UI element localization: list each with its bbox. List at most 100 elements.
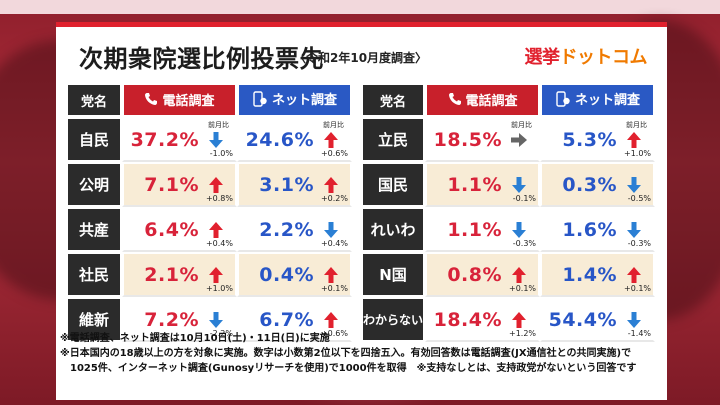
net-percent: 0.3%: [562, 174, 618, 196]
party-name: 公明: [66, 162, 122, 207]
arrow-down-icon: [624, 175, 644, 195]
background-top-stripe: [0, 0, 720, 14]
arrow-up-icon: [624, 130, 644, 150]
phone-change: -2.2%: [209, 329, 233, 338]
logo-text-b: ドットコム: [559, 47, 648, 68]
arrow-down-icon: [509, 220, 529, 240]
phone-change: +1.2%: [508, 329, 537, 338]
table-row: 共産 6.4% +0.4% 2.2% +0.4%: [66, 207, 352, 252]
col-header-phone-label: 電話調査: [162, 93, 215, 109]
phone-change: -0.1%: [512, 194, 537, 203]
phone-result-cell: 6.4% +0.4%: [122, 207, 237, 252]
title-row: 次期衆院選比例投票先 〈令和2年10月度調査〉 選挙ドットコム: [56, 27, 667, 83]
phone-percent: 1.1%: [447, 174, 503, 196]
net-result-cell: 54.4% -1.4%: [540, 297, 656, 342]
net-percent: 0.4%: [259, 264, 314, 286]
party-name: 国民: [361, 162, 426, 207]
phone-result-cell: 7.2% -2.2%: [122, 297, 237, 342]
col-header-phone: 電話調査: [122, 83, 237, 117]
arrow-up-icon: [206, 175, 226, 195]
arrow-down-icon: [624, 310, 644, 330]
table-row: わからない 18.4% +1.2% 54.4% -1.4%: [361, 297, 656, 342]
site-logo: 選挙ドットコム: [525, 43, 648, 69]
phone-change: -0.3%: [512, 239, 537, 248]
net-change: +0.1%: [320, 284, 348, 293]
smartphone-icon: [252, 91, 268, 111]
net-result-cell: 1.4% +0.1%: [540, 252, 656, 297]
net-result-cell: 0.4% +0.1%: [237, 252, 352, 297]
net-result-cell: 0.3% -0.5%: [540, 162, 656, 207]
arrow-up-icon: [509, 265, 529, 285]
survey-period: 〈令和2年10月度調査〉: [294, 51, 428, 65]
net-change: -0.5%: [627, 194, 652, 203]
net-result-cell: 3.1% +0.2%: [237, 162, 352, 207]
phone-percent: 18.5%: [433, 129, 503, 151]
prev-month-label: 前月比: [208, 121, 229, 129]
table-row: N国 0.8% +0.1% 1.4% +0.1%: [361, 252, 656, 297]
phone-icon: [448, 92, 462, 110]
net-change: +0.6%: [320, 329, 348, 338]
net-percent: 3.1%: [259, 174, 314, 196]
arrow-down-icon: [206, 130, 226, 150]
phone-percent: 1.1%: [447, 219, 503, 241]
net-result-cell: 1.6% -0.3%: [540, 207, 656, 252]
net-result-cell: 前月比 24.6% +0.6%: [237, 117, 352, 162]
col-header-party: 党名: [66, 83, 122, 117]
prev-month-label: 前月比: [626, 121, 648, 129]
net-percent: 1.6%: [562, 219, 618, 241]
arrow-right-icon: [509, 130, 529, 150]
net-result-cell: 6.7% +0.6%: [237, 297, 352, 342]
net-change: +0.4%: [320, 239, 348, 248]
party-name: 共産: [66, 207, 122, 252]
party-name: 自民: [66, 117, 122, 162]
phone-change: +0.4%: [205, 239, 233, 248]
net-percent: 2.2%: [259, 219, 314, 241]
table-row: れいわ 1.1% -0.3% 1.6% -0.3%: [361, 207, 656, 252]
footnote-line-2: ※日本国内の18歳以上の方を対象に実施。数字は小数第2位以下を四捨五入。有効回答…: [60, 348, 632, 359]
phone-percent: 7.2%: [144, 309, 199, 331]
arrow-down-icon: [509, 175, 529, 195]
party-name: 社民: [66, 252, 122, 297]
results-panel: 次期衆院選比例投票先 〈令和2年10月度調査〉 選挙ドットコム 党名 電話調査 …: [56, 22, 667, 400]
arrow-down-icon: [321, 220, 341, 240]
phone-change: +0.8%: [205, 194, 233, 203]
arrow-down-icon: [206, 310, 226, 330]
phone-change: -1.0%: [209, 149, 233, 158]
phone-change: +0.1%: [508, 284, 537, 293]
phone-percent: 18.4%: [433, 309, 503, 331]
smartphone-icon: [555, 91, 571, 111]
net-change: +0.2%: [320, 194, 348, 203]
results-table-left: 党名 電話調査 ネット調査 自民 前月比 37.2% -1.0% 前月比 24.6% +0.…: [66, 83, 352, 342]
table-row: 自民 前月比 37.2% -1.0% 前月比 24.6% +0.6%: [66, 117, 352, 162]
arrow-up-icon: [321, 130, 341, 150]
phone-percent: 0.8%: [447, 264, 503, 286]
col-header-net: ネット調査: [237, 83, 352, 117]
page-title: 次期衆院選比例投票先: [79, 45, 324, 73]
net-change: +0.6%: [320, 149, 348, 158]
party-name: わからない: [361, 297, 426, 342]
party-name: N国: [361, 252, 426, 297]
phone-percent: 7.1%: [144, 174, 199, 196]
party-name: 立民: [361, 117, 426, 162]
phone-result-cell: 前月比 18.5%: [425, 117, 541, 162]
phone-result-cell: 0.8% +0.1%: [425, 252, 541, 297]
net-result-cell: 前月比 5.3% +1.0%: [540, 117, 656, 162]
party-name: れいわ: [361, 207, 426, 252]
table-row: 国民 1.1% -0.1% 0.3% -0.5%: [361, 162, 656, 207]
phone-percent: 37.2%: [130, 129, 199, 151]
phone-result-cell: 1.1% -0.3%: [425, 207, 541, 252]
phone-result-cell: 前月比 37.2% -1.0%: [122, 117, 237, 162]
net-percent: 6.7%: [259, 309, 314, 331]
arrow-up-icon: [321, 265, 341, 285]
results-table-right: 党名 電話調査 ネット調査 立民 前月比 18.5% 前月比 5.3% +1.0% 国民 1.…: [361, 83, 656, 342]
arrow-up-icon: [321, 175, 341, 195]
net-change: -0.3%: [627, 239, 652, 248]
arrow-up-icon: [206, 265, 226, 285]
prev-month-label: 前月比: [511, 121, 533, 129]
panel-top-bar: [56, 22, 667, 27]
phone-result-cell: 1.1% -0.1%: [425, 162, 541, 207]
net-percent: 1.4%: [562, 264, 618, 286]
logo-text-a: 選挙: [524, 47, 561, 68]
arrow-up-icon: [206, 220, 226, 240]
net-change: -1.4%: [627, 329, 652, 338]
